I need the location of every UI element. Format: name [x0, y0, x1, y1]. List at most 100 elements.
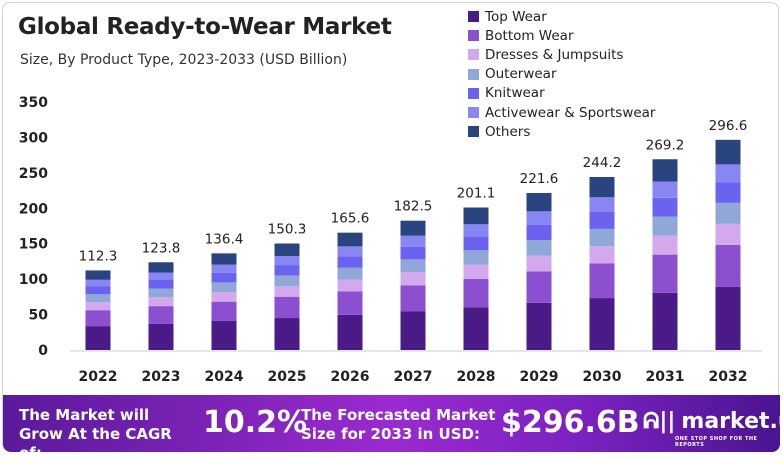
bar-segment: [652, 292, 678, 350]
x-tick-label: 2030: [583, 369, 622, 385]
bar-segment: [463, 207, 489, 225]
legend-item: Others: [468, 122, 655, 141]
legend-swatch: [468, 126, 479, 138]
legend-item: Outerwear: [468, 65, 655, 84]
bar-segment: [274, 286, 300, 297]
legend-item: Knitwear: [468, 84, 655, 103]
data-label: 244.2: [583, 155, 622, 171]
chart-title: Global Ready-to-Wear Market: [18, 14, 392, 40]
x-tick-label: 2029: [520, 369, 559, 385]
data-label: 165.6: [331, 211, 370, 227]
y-tick-label: 100: [19, 272, 48, 288]
bar-segment: [526, 211, 552, 225]
x-tick-label: 2028: [457, 369, 496, 385]
bar-segment: [85, 294, 111, 303]
bar-segment: [337, 279, 363, 292]
bar-segment: [652, 159, 678, 182]
legend-swatch: [468, 68, 479, 80]
bar-segment: [526, 255, 552, 272]
bar-segment: [463, 278, 489, 308]
bar-segment: [715, 244, 741, 287]
bar-segment: [85, 286, 111, 295]
bar-segment: [148, 272, 174, 280]
data-label: 123.8: [142, 240, 181, 256]
bar-segment: [274, 243, 300, 256]
bar-segment: [715, 164, 741, 183]
x-tick-label: 2025: [268, 369, 307, 385]
bar-segment: [463, 236, 489, 251]
data-label: 150.3: [268, 222, 307, 238]
legend-item: Bottom Wear: [468, 26, 655, 45]
bar-segment: [526, 271, 552, 303]
bar-segment: [211, 272, 237, 283]
x-tick-label: 2023: [142, 369, 181, 385]
x-tick-label: 2031: [646, 369, 685, 385]
cagr-label: The Market will Grow At the CAGR of:: [19, 406, 172, 462]
y-tick-label: 0: [38, 343, 48, 359]
logo-tagline: ONE STOP SHOP FOR THE REPORTS: [675, 436, 758, 448]
legend-item: Dresses & Jumpsuits: [468, 45, 655, 64]
summary-banner: The Market will Grow At the CAGR of: 10.…: [3, 395, 783, 462]
bar-segment: [589, 298, 615, 350]
legend-label: Others: [485, 123, 531, 140]
y-tick-label: 350: [19, 95, 48, 111]
y-tick-label: 250: [19, 166, 48, 182]
bar-segment: [526, 192, 552, 212]
bar-segment: [400, 235, 426, 247]
bar-segment: [337, 291, 363, 315]
bar-segment: [526, 240, 552, 256]
bar-segment: [337, 246, 363, 257]
bar-segment: [652, 216, 678, 236]
bar-segment: [715, 202, 741, 224]
bar-segment: [274, 255, 300, 266]
bar-segment: [400, 285, 426, 312]
bar-segment: [274, 318, 300, 350]
y-tick-label: 150: [19, 237, 48, 253]
data-label: 182.5: [394, 199, 433, 215]
x-tick-label: 2027: [394, 369, 433, 385]
forecast-label: The Forecasted Market Size for 2033 in U…: [301, 406, 496, 443]
bar-segment: [463, 307, 489, 350]
bar-segment: [715, 182, 741, 203]
bar-segment: [526, 302, 552, 350]
bar-segment: [400, 220, 426, 236]
x-tick-label: 2024: [205, 369, 244, 385]
x-tick-label: 2022: [79, 369, 118, 385]
bar-segment: [337, 256, 363, 268]
bar-segment: [85, 279, 111, 287]
bar-segment: [148, 279, 174, 289]
y-tick-label: 50: [29, 308, 49, 324]
legend-label: Dresses & Jumpsuits: [485, 46, 624, 63]
legend-swatch: [468, 30, 479, 42]
bar-segment: [274, 265, 300, 276]
bar-segment: [652, 197, 678, 217]
bar-segment: [463, 250, 489, 265]
bar-segment: [85, 270, 111, 280]
bar-segment: [652, 235, 678, 255]
bar-segment: [589, 197, 615, 212]
bar-segment: [211, 282, 237, 293]
bar-segment: [85, 302, 111, 311]
market-us-logo: ᕱ||market.us: [643, 409, 783, 434]
logo-icon: ᕱ||: [643, 409, 676, 434]
data-label: 296.6: [709, 118, 748, 134]
x-tick-label: 2032: [709, 369, 748, 385]
legend-swatch: [468, 87, 479, 99]
legend-label: Top Wear: [485, 8, 547, 25]
bar-segment: [715, 286, 741, 350]
x-tick-label: 2026: [331, 369, 370, 385]
bar-segment: [337, 314, 363, 350]
y-tick-label: 200: [19, 201, 48, 217]
chart-subtitle: Size, By Product Type, 2023-2033 (USD Bi…: [20, 52, 348, 68]
data-label: 201.1: [457, 186, 496, 202]
bar-segment: [589, 246, 615, 264]
cagr-value: 10.2%: [203, 405, 308, 440]
bar-segment: [211, 301, 237, 322]
bar-segment: [526, 224, 552, 241]
legend-label: Knitwear: [485, 85, 545, 102]
bar-segment: [85, 326, 111, 350]
bar-segment: [337, 267, 363, 280]
data-label: 112.3: [79, 248, 118, 264]
bar-segment: [589, 211, 615, 229]
bar-segment: [274, 275, 300, 287]
